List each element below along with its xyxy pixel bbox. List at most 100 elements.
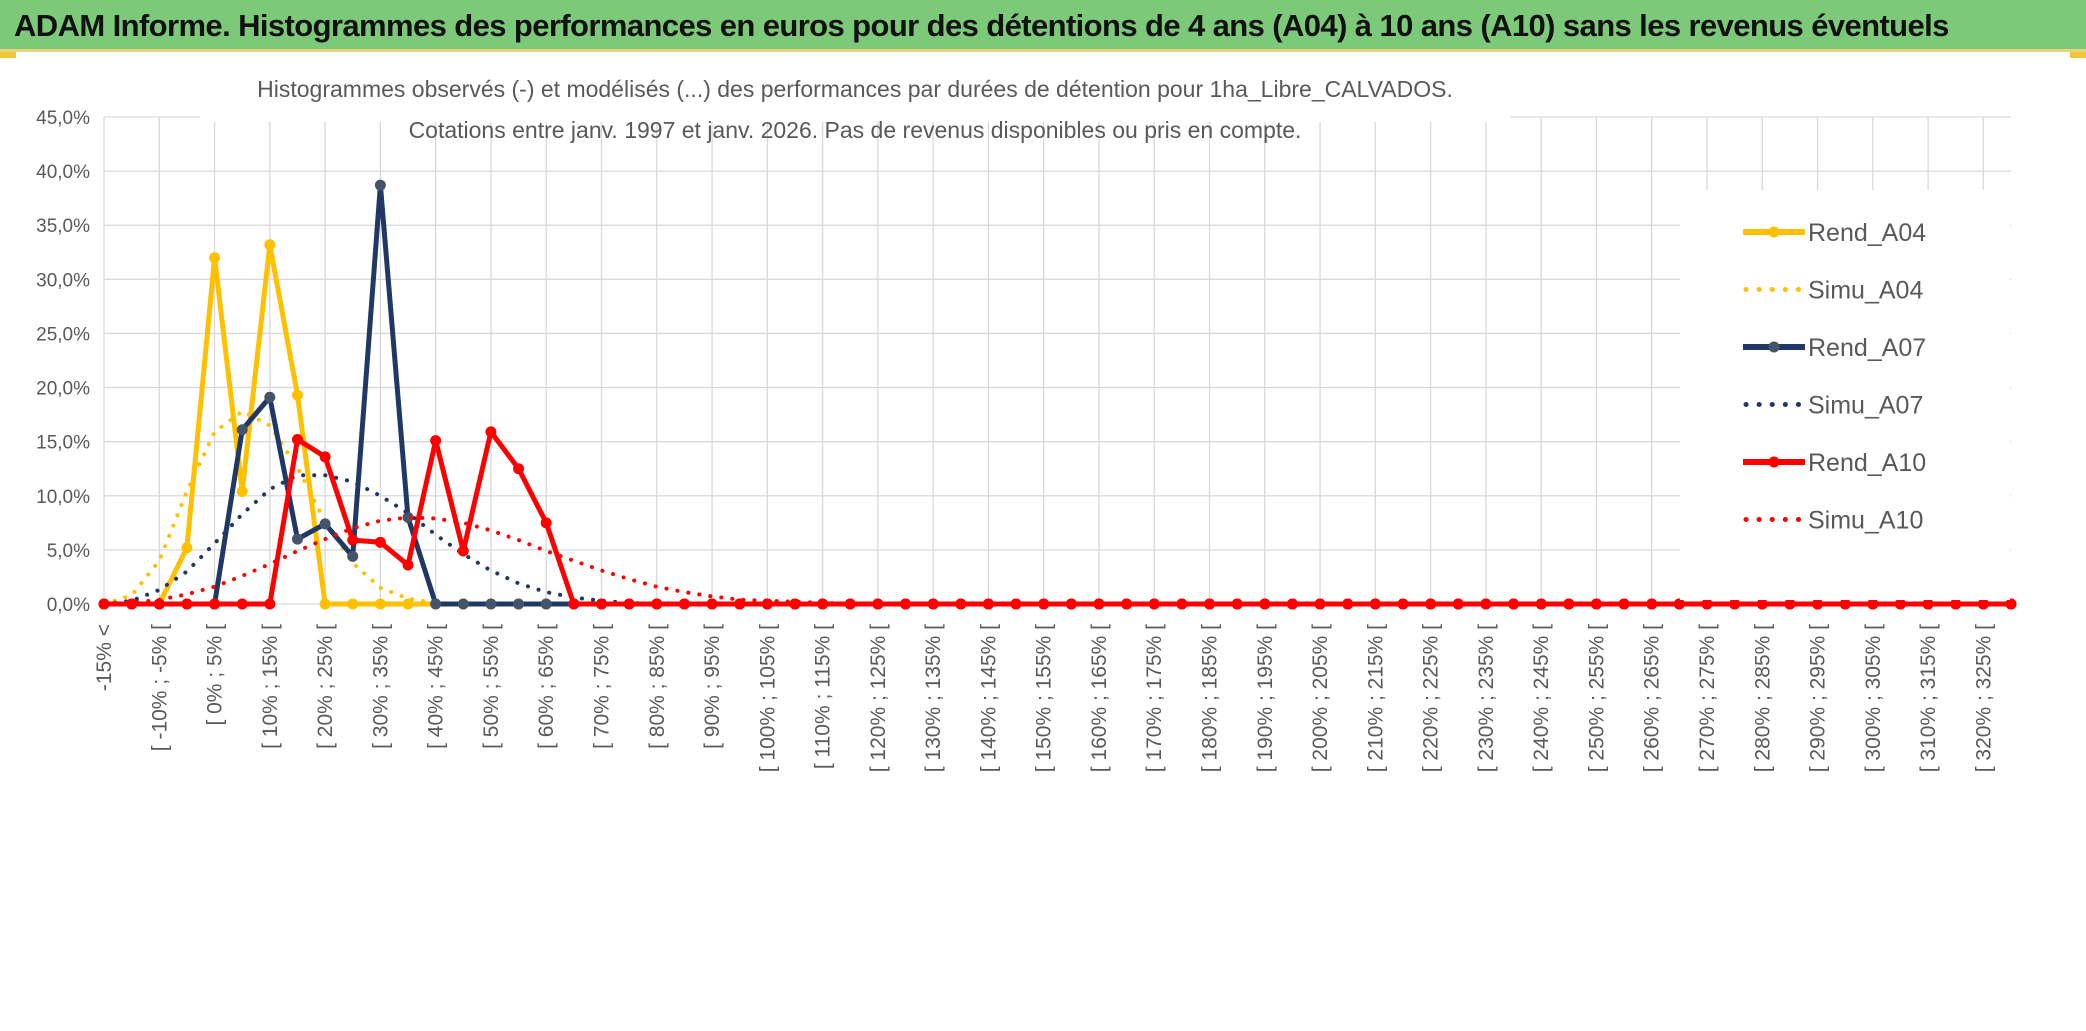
x-tick-label: [ -10% ; -5% [ bbox=[148, 624, 171, 751]
point-rend-a10 bbox=[651, 598, 663, 610]
point-rend-a10 bbox=[1729, 598, 1741, 610]
x-tick-label: [ 70% ; 75% [ bbox=[590, 624, 613, 749]
point-rend-a04 bbox=[374, 598, 386, 610]
point-rend-a04 bbox=[347, 598, 359, 610]
legend-label-simu-a04: Simu_A04 bbox=[1808, 277, 1923, 305]
point-rend-a10 bbox=[1950, 598, 1962, 610]
point-rend-a10 bbox=[291, 434, 303, 446]
point-rend-a07 bbox=[513, 598, 525, 610]
chart-title-background bbox=[200, 62, 1510, 122]
point-rend-a10 bbox=[1286, 598, 1298, 610]
point-rend-a10 bbox=[126, 598, 138, 610]
x-tick-label: [ 100% ; 105% [ bbox=[756, 624, 779, 772]
report-banner: ADAM Informe. Histogrammes des performan… bbox=[0, 0, 2086, 52]
x-tick-label: [ 130% ; 135% [ bbox=[922, 624, 945, 772]
point-rend-a10 bbox=[153, 598, 165, 610]
point-rend-a10 bbox=[1065, 598, 1077, 610]
point-rend-a10 bbox=[1176, 598, 1188, 610]
legend-label-rend-a07: Rend_A07 bbox=[1808, 334, 1926, 362]
x-tick-label: [ 50% ; 55% [ bbox=[480, 624, 503, 749]
x-tick-label: [ 200% ; 205% [ bbox=[1309, 624, 1332, 772]
point-rend-a10 bbox=[955, 598, 967, 610]
point-rend-a10 bbox=[347, 534, 359, 546]
x-tick-label: [ 260% ; 265% [ bbox=[1641, 624, 1664, 772]
point-rend-a10 bbox=[181, 598, 193, 610]
point-rend-a10 bbox=[1563, 598, 1575, 610]
point-rend-a10 bbox=[236, 598, 248, 610]
x-tick-label: [ 20% ; 25% [ bbox=[314, 624, 337, 749]
y-tick-label: 0,0% bbox=[47, 595, 90, 616]
point-rend-a10 bbox=[2005, 598, 2017, 610]
point-rend-a04 bbox=[291, 389, 303, 401]
x-tick-label: [ 290% ; 295% [ bbox=[1807, 624, 1830, 772]
x-tick-label: [ 280% ; 285% [ bbox=[1751, 624, 1774, 772]
legend-background bbox=[1680, 190, 2010, 600]
y-axis-ticks: 0,0% 5,0% 10,0% 15,0% 20,0% 25,0% 30,0% 35,0% 40… bbox=[36, 108, 90, 616]
x-tick-label: [ 90% ; 95% [ bbox=[701, 624, 724, 749]
chart-title-line-2: Cotations entre janv. 1997 et janv. 2026… bbox=[409, 117, 1302, 143]
point-rend-a10 bbox=[1977, 598, 1989, 610]
x-tick-label: [ 40% ; 45% [ bbox=[425, 624, 448, 749]
point-rend-a07 bbox=[457, 598, 469, 610]
histogram-chart: 0,0% 5,0% 10,0% 15,0% 20,0% 25,0% 30,0% 35,0% 40… bbox=[36, 62, 2017, 772]
y-tick-label: 15,0% bbox=[36, 433, 90, 454]
point-rend-a10 bbox=[513, 463, 525, 475]
x-tick-label: -15% < bbox=[93, 624, 116, 691]
series-group bbox=[98, 179, 2017, 610]
series-line-simu-a10 bbox=[102, 515, 2013, 606]
point-rend-a10 bbox=[1673, 598, 1685, 610]
point-rend-a10 bbox=[844, 598, 856, 610]
legend-marker-rend-a10 bbox=[1768, 456, 1780, 468]
point-rend-a10 bbox=[595, 598, 607, 610]
point-rend-a10 bbox=[1839, 598, 1851, 610]
point-rend-a10 bbox=[485, 426, 497, 438]
point-rend-a04 bbox=[236, 485, 248, 497]
y-tick-label: 45,0% bbox=[36, 108, 90, 129]
point-rend-a10 bbox=[1922, 598, 1934, 610]
legend-marker-rend-a07 bbox=[1768, 341, 1780, 353]
chart-area: 0,0% 5,0% 10,0% 15,0% 20,0% 25,0% 30,0% 35,0% 40… bbox=[0, 52, 2086, 1031]
corner-accent-right bbox=[2070, 52, 2086, 58]
point-rend-a07 bbox=[347, 550, 359, 562]
point-rend-a07 bbox=[402, 511, 414, 523]
point-rend-a10 bbox=[1756, 598, 1768, 610]
point-rend-a10 bbox=[623, 598, 635, 610]
point-rend-a04 bbox=[402, 598, 414, 610]
x-tick-label: [ 190% ; 195% [ bbox=[1254, 624, 1277, 772]
x-tick-label: [ 30% ; 35% [ bbox=[369, 624, 392, 749]
point-rend-a10 bbox=[706, 598, 718, 610]
point-rend-a07 bbox=[430, 598, 442, 610]
point-rend-a10 bbox=[457, 545, 469, 557]
point-rend-a10 bbox=[402, 559, 414, 571]
y-tick-label: 35,0% bbox=[36, 216, 90, 237]
x-tick-label: [ 230% ; 235% [ bbox=[1475, 624, 1498, 772]
point-rend-a07 bbox=[264, 391, 276, 403]
x-tick-label: [ 210% ; 215% [ bbox=[1364, 624, 1387, 772]
legend-label-simu-a07: Simu_A07 bbox=[1808, 392, 1923, 420]
legend: Rend_A04 Simu_A04 Rend_A07 Simu_A07 Rend_A10… bbox=[1680, 190, 2010, 600]
point-rend-a07 bbox=[319, 518, 331, 530]
x-tick-label: [ 60% ; 65% [ bbox=[535, 624, 558, 749]
point-rend-a10 bbox=[1508, 598, 1520, 610]
chart-title: Histogrammes observés (-) et modélisés (… bbox=[200, 62, 1510, 143]
x-tick-label: [ 140% ; 145% [ bbox=[977, 624, 1000, 772]
x-tick-label: [ 220% ; 225% [ bbox=[1420, 624, 1443, 772]
point-rend-a04 bbox=[181, 542, 193, 554]
y-tick-label: 5,0% bbox=[47, 541, 90, 562]
legend-label-simu-a10: Simu_A10 bbox=[1808, 507, 1923, 535]
point-rend-a10 bbox=[374, 536, 386, 548]
x-tick-label: [ 150% ; 155% [ bbox=[1033, 624, 1056, 772]
point-rend-a10 bbox=[1342, 598, 1354, 610]
y-tick-label: 40,0% bbox=[36, 162, 90, 183]
x-tick-label: [ 160% ; 165% [ bbox=[1088, 624, 1111, 772]
x-tick-label: [ 0% ; 5% [ bbox=[204, 624, 227, 726]
point-rend-a10 bbox=[1231, 598, 1243, 610]
x-tick-label: [ 170% ; 175% [ bbox=[1143, 624, 1166, 772]
x-axis-ticks: -15% < [ -10% ; -5% [[ 0% ; 5% [[ 10% ; 1… bbox=[93, 624, 1995, 772]
point-rend-a10 bbox=[899, 598, 911, 610]
legend-marker-rend-a04 bbox=[1768, 226, 1780, 238]
point-rend-a10 bbox=[1812, 598, 1824, 610]
x-tick-label: [ 310% ; 315% [ bbox=[1917, 624, 1940, 772]
point-rend-a04 bbox=[264, 239, 276, 251]
report-title: ADAM Informe. Histogrammes des performan… bbox=[14, 8, 1949, 43]
